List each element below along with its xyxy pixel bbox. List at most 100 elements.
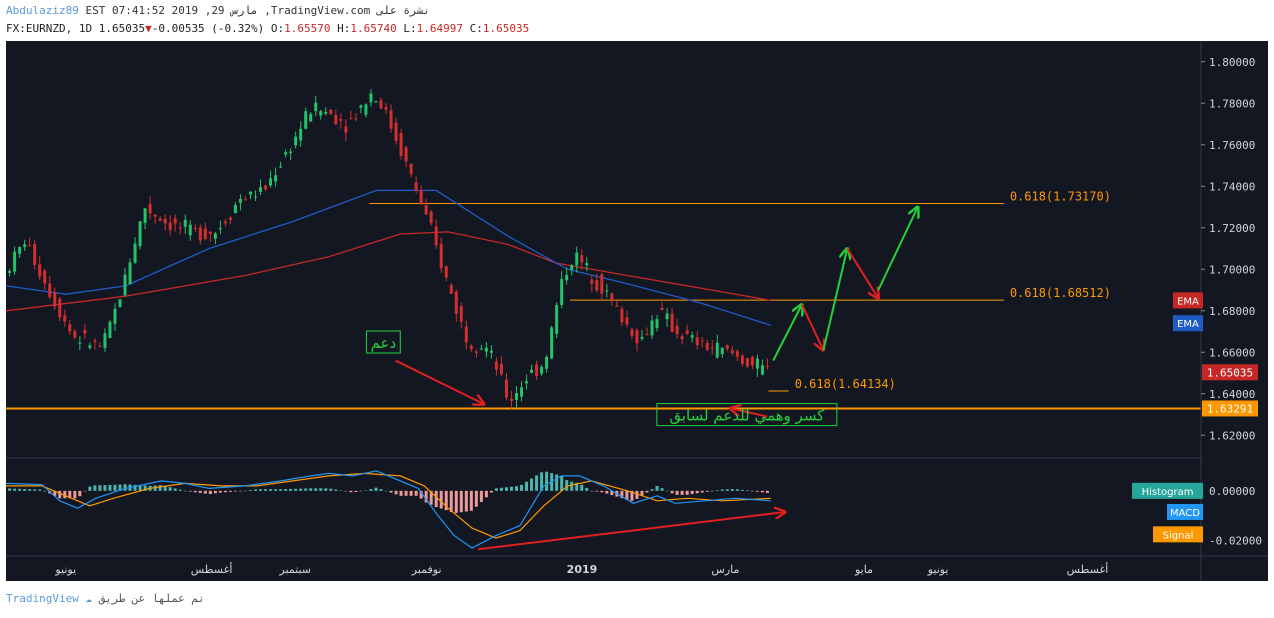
candle-body	[48, 283, 52, 298]
candle-body	[238, 198, 242, 203]
histogram-bar	[635, 490, 639, 499]
candle-body	[183, 219, 187, 227]
histogram-bar	[665, 490, 669, 492]
candle-body	[404, 147, 408, 162]
candle-body	[695, 337, 699, 346]
histogram-bar	[474, 490, 478, 507]
candle-body	[173, 218, 177, 224]
candle-body	[38, 264, 42, 277]
candle-body	[605, 290, 609, 292]
high-value: 1.65740	[350, 22, 397, 35]
signal-line	[6, 472, 771, 539]
candle-body	[98, 346, 102, 348]
histogram-bar	[243, 490, 247, 492]
candle-body	[148, 204, 152, 214]
annotation-box	[656, 403, 838, 427]
histogram-bar	[414, 490, 418, 496]
histogram-bar	[424, 490, 428, 503]
candle-body	[138, 221, 142, 247]
histogram-bar	[765, 490, 769, 493]
candle-body	[550, 327, 554, 359]
candle-body	[409, 163, 413, 175]
candle-body	[620, 308, 624, 323]
down-arrow	[730, 408, 768, 418]
candle-body	[735, 351, 739, 357]
histogram-bar	[349, 490, 353, 493]
macd-legend-badge	[1132, 482, 1203, 499]
publish-info: EST 07:41:52 2019 ,29 مارس ,TradingView.…	[85, 4, 430, 17]
candle-body	[344, 126, 348, 133]
histogram-bar	[705, 490, 709, 492]
macd-pane	[6, 470, 785, 551]
histogram-bar	[304, 488, 308, 491]
histogram-bar	[530, 478, 534, 491]
candle-body	[93, 340, 97, 342]
down-arrow	[846, 247, 878, 299]
histogram-bar	[38, 489, 42, 491]
histogram-bar	[98, 485, 102, 491]
histogram-bar	[555, 474, 559, 491]
histogram-bar	[168, 487, 172, 491]
candle-body	[379, 100, 383, 109]
candle-body	[439, 244, 443, 269]
candle-body	[560, 278, 564, 305]
histogram-bar	[515, 486, 519, 491]
histogram-bar	[344, 490, 348, 492]
histogram-bar	[535, 475, 539, 491]
histogram-bar	[28, 489, 32, 491]
histogram-bar	[449, 490, 453, 513]
candle-body	[750, 356, 754, 366]
histogram-bar	[690, 490, 694, 495]
histogram-bar	[394, 490, 398, 495]
ema-badge	[1173, 315, 1203, 332]
candle-body	[319, 111, 323, 116]
histogram-bar	[525, 481, 529, 491]
candle-body	[515, 392, 519, 400]
histogram-bar	[203, 490, 207, 494]
candle-body	[705, 343, 709, 350]
candle-body	[535, 364, 539, 377]
x-tick-label: يونيو	[927, 563, 949, 576]
histogram-bar	[700, 490, 704, 493]
candle-body	[13, 251, 17, 272]
histogram-bar	[399, 490, 403, 496]
candle-body	[309, 114, 313, 122]
candle-body	[449, 284, 453, 294]
histogram-bar	[730, 489, 734, 491]
y-tick-label: 1.64000	[1209, 388, 1255, 401]
histogram-bar	[88, 486, 92, 491]
histogram-bar	[113, 484, 117, 491]
histogram-bar	[484, 490, 488, 498]
histogram-bar	[710, 490, 714, 492]
histogram-bar	[439, 490, 443, 509]
histogram-bar	[404, 490, 408, 496]
y-tick-label: 1.62000	[1209, 429, 1255, 442]
histogram-bar	[324, 488, 328, 491]
histogram-bar	[78, 490, 82, 497]
candle-body	[203, 228, 207, 240]
histogram-bar	[123, 484, 127, 491]
histogram-bar	[264, 489, 268, 491]
up-arrow	[822, 249, 847, 351]
candle-body	[484, 347, 488, 352]
histogram-bar	[208, 490, 212, 494]
candle-body	[158, 218, 162, 221]
tradingview-brand[interactable]: TradingView	[6, 592, 79, 605]
price-chart[interactable]: 0.618(1.73170) 0.618(1.68512) 0.618(1.6413…	[6, 41, 1268, 581]
candle-body	[635, 330, 639, 344]
histogram-bar	[630, 490, 634, 501]
histogram-bar	[429, 490, 433, 505]
price-change: -0.00535 (-0.32%)	[151, 22, 265, 35]
candle-body	[725, 345, 729, 349]
histogram-bar	[660, 488, 664, 491]
candle-body	[254, 196, 258, 198]
histogram-bar	[469, 490, 473, 511]
candle-body	[555, 304, 559, 334]
histogram-bar	[314, 488, 318, 491]
candle-body	[103, 333, 107, 348]
candle-body	[434, 226, 438, 246]
histogram-bar	[289, 488, 293, 491]
histogram-bar	[63, 490, 67, 499]
histogram-bar	[364, 490, 368, 491]
histogram-bar	[545, 471, 549, 491]
